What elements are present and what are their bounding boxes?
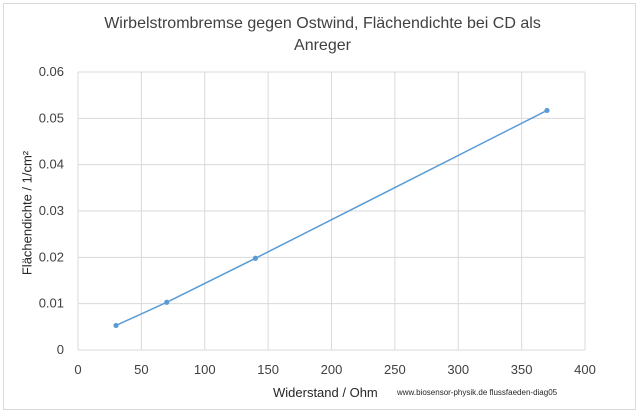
x-axis-label: Widerstand / Ohm	[273, 385, 378, 400]
x-tick-label: 100	[194, 362, 216, 377]
x-tick-label: 200	[321, 362, 343, 377]
x-tick-label: 400	[574, 362, 596, 377]
chart-title-line-2: Anreger	[294, 37, 351, 54]
data-point	[113, 322, 119, 329]
x-tick-label: 300	[447, 362, 469, 377]
tick-labels: 0 0.01 0.02 0.03 0.04 0.05 0.06 0 50 100 150 200 250…	[39, 64, 596, 377]
data-point	[252, 255, 259, 261]
x-tick-label: 0	[74, 362, 81, 377]
y-tick-label: 0.02	[39, 249, 64, 264]
chart-title-line-1: Wirbelstrombremse gegen Ostwind, Flächen…	[104, 15, 541, 32]
data-point	[544, 107, 550, 114]
x-tick-label: 50	[134, 362, 148, 377]
x-tick-label: 250	[384, 362, 406, 377]
y-tick-label: 0.05	[39, 110, 64, 125]
y-tick-label: 0	[57, 342, 64, 357]
data-point	[164, 299, 170, 305]
y-axis-label: Flächendichte / 1/cm²	[19, 150, 35, 276]
chart-frame	[3, 3, 636, 410]
data-series	[113, 107, 550, 329]
axes	[77, 72, 585, 351]
series-line	[115, 109, 548, 327]
x-tick-label: 150	[257, 362, 279, 377]
grid-lines	[78, 71, 586, 350]
x-tick-label: 350	[511, 362, 533, 377]
chart-title: Wirbelstrombremse gegen Ostwind, Flächen…	[60, 13, 585, 57]
y-tick-label: 0.04	[39, 157, 64, 172]
y-tick-label: 0.03	[39, 203, 64, 218]
y-tick-label: 0.06	[39, 64, 64, 79]
source-credit: www.biosensor-physik.de flussfaeden-diag…	[397, 388, 558, 397]
y-tick-label: 0.01	[39, 296, 64, 311]
